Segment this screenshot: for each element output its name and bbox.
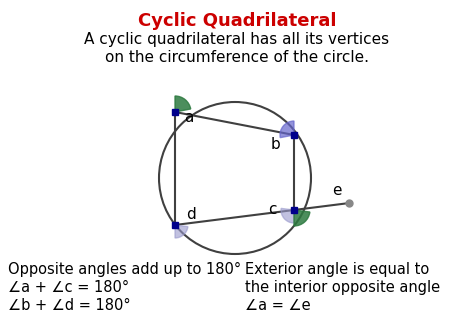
Text: ∠b + ∠d = 180°: ∠b + ∠d = 180°: [8, 298, 131, 313]
Text: a: a: [184, 110, 194, 125]
Text: c: c: [268, 202, 276, 217]
Text: e: e: [332, 183, 341, 198]
Text: d: d: [186, 207, 196, 222]
Wedge shape: [281, 209, 294, 223]
Text: ∠a + ∠c = 180°: ∠a + ∠c = 180°: [8, 280, 129, 295]
Text: Opposite angles add up to 180°: Opposite angles add up to 180°: [8, 262, 241, 277]
Text: A cyclic quadrilateral has all its vertices: A cyclic quadrilateral has all its verti…: [84, 32, 390, 47]
Wedge shape: [175, 96, 191, 112]
Text: Cyclic Quadrilateral: Cyclic Quadrilateral: [138, 12, 336, 30]
Wedge shape: [294, 210, 310, 226]
Wedge shape: [280, 121, 294, 138]
Text: the interior opposite angle: the interior opposite angle: [245, 280, 440, 295]
Text: on the circumference of the circle.: on the circumference of the circle.: [105, 50, 369, 65]
Text: ∠a = ∠e: ∠a = ∠e: [245, 298, 310, 313]
Wedge shape: [175, 225, 188, 238]
Text: b: b: [271, 137, 281, 152]
Text: Exterior angle is equal to: Exterior angle is equal to: [245, 262, 429, 277]
